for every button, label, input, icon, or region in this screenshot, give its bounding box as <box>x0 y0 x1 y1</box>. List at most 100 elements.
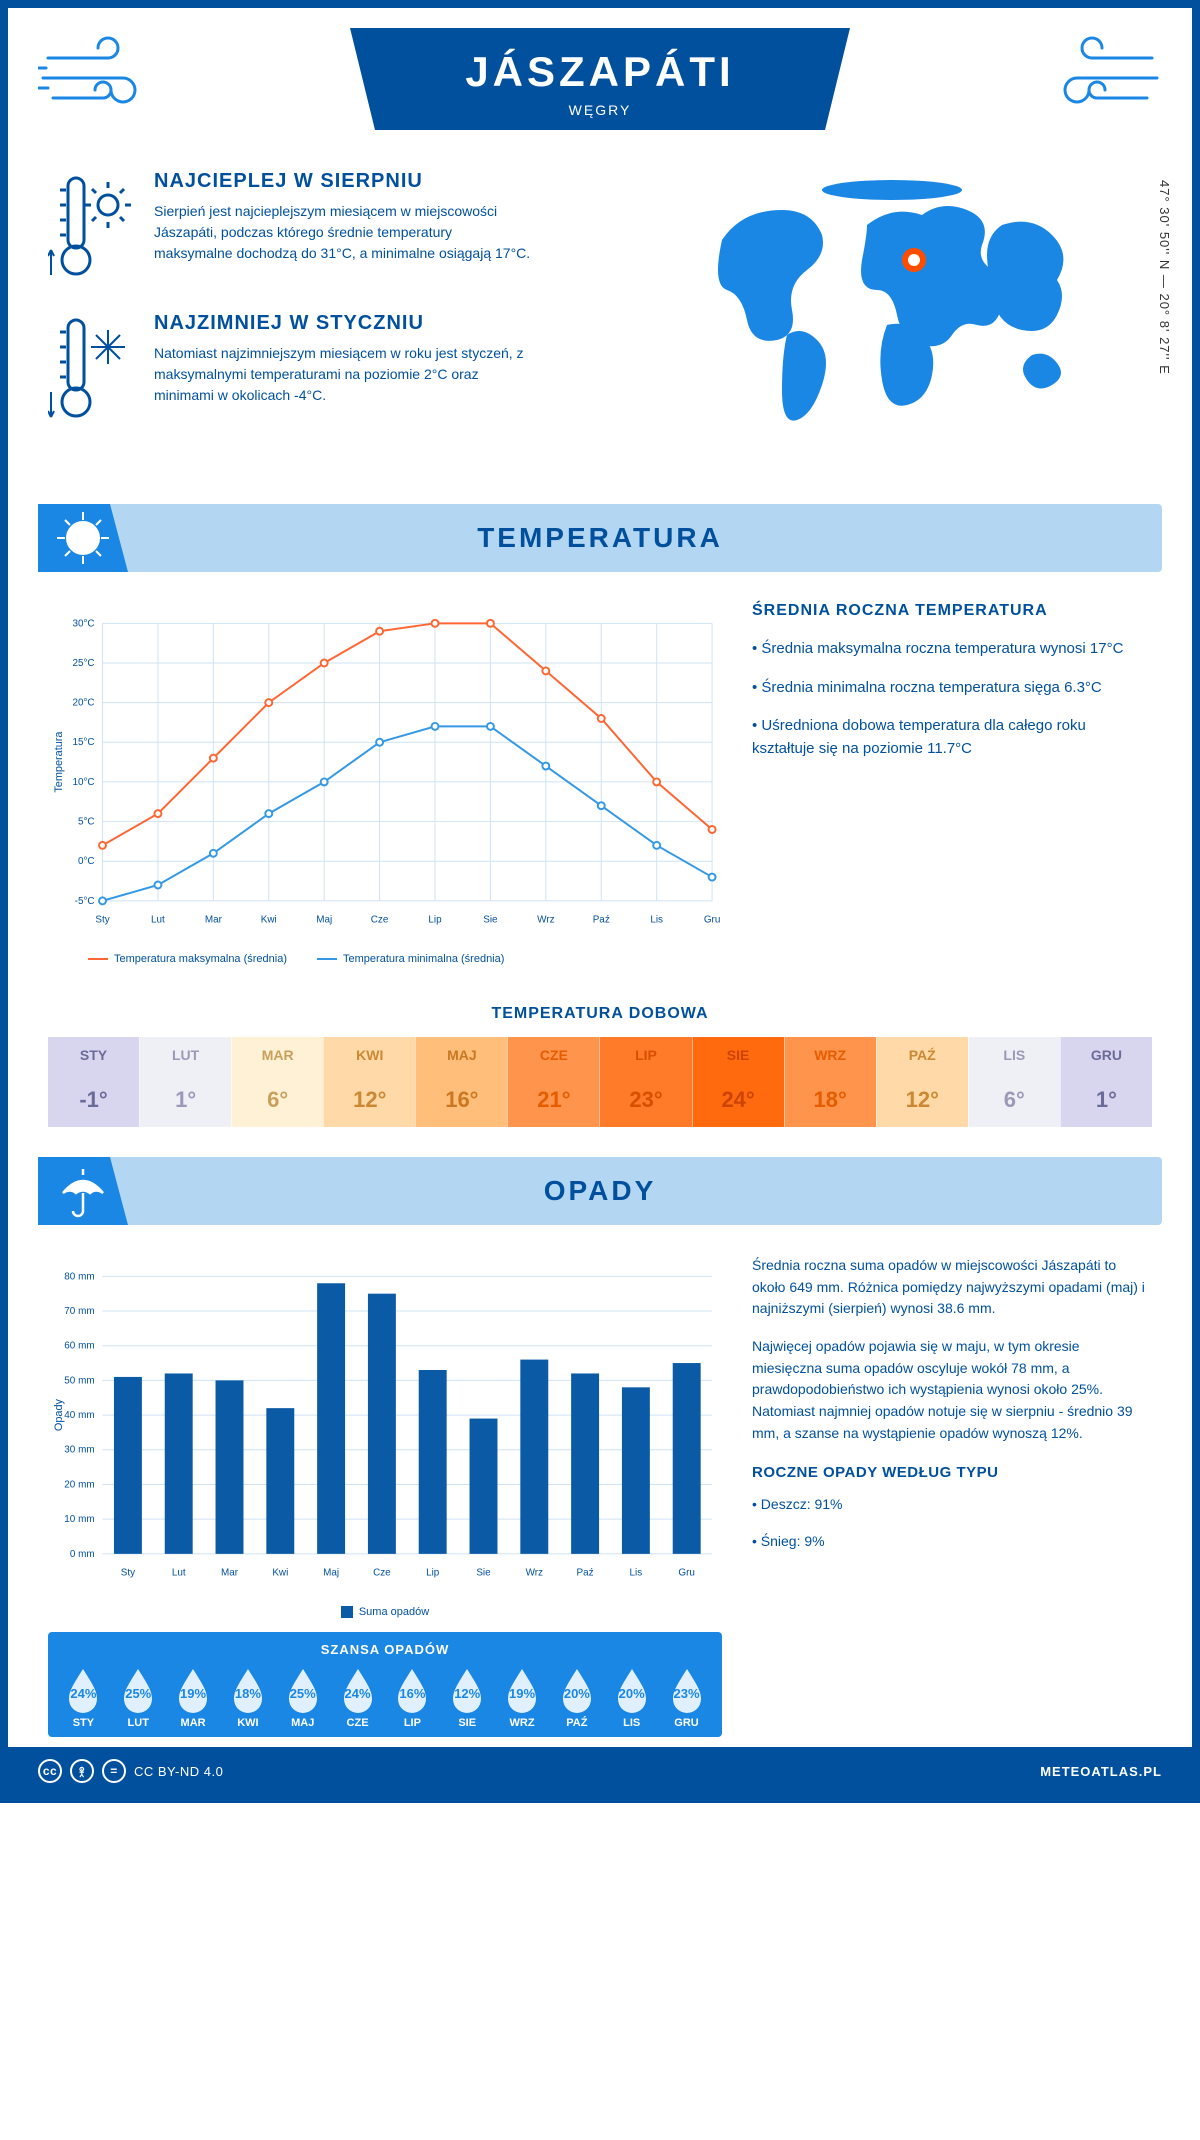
chance-value: 19% <box>180 1686 206 1701</box>
svg-text:Opady: Opady <box>53 1398 65 1431</box>
chance-value: 16% <box>399 1686 425 1701</box>
daily-month: MAR <box>232 1037 323 1073</box>
daily-value: 23° <box>600 1073 691 1127</box>
svg-text:Cze: Cze <box>371 915 389 926</box>
temperature-body: -5°C0°C5°C10°C15°C20°C25°C30°CStyLutMarK… <box>8 572 1192 985</box>
daily-value: 6° <box>969 1073 1060 1127</box>
chance-month: CZE <box>330 1717 385 1729</box>
chance-value: 24% <box>345 1686 371 1701</box>
chance-cell: 25% MAJ <box>275 1665 330 1729</box>
annual-temp-title: ŚREDNIA ROCZNA TEMPERATURA <box>752 602 1152 620</box>
svg-text:0°C: 0°C <box>78 856 95 867</box>
svg-text:40 mm: 40 mm <box>64 1410 94 1421</box>
chance-month: MAJ <box>275 1717 330 1729</box>
annual-precip-title: ROCZNE OPADY WEDŁUG TYPU <box>752 1461 1152 1484</box>
hottest-block: NAJCIEPLEJ W SIERPNIU Sierpień jest najc… <box>48 170 662 290</box>
svg-text:25°C: 25°C <box>72 658 94 669</box>
droplet-icon: 24% <box>63 1665 103 1713</box>
city-name: JÁSZAPÁTI <box>430 48 770 96</box>
svg-text:Sty: Sty <box>95 915 109 926</box>
snow-pct: • Śnieg: 9% <box>752 1531 1152 1553</box>
title-banner: JÁSZAPÁTI WĘGRY <box>350 28 850 130</box>
precip-title: OPADY <box>544 1175 657 1206</box>
daily-cell: MAJ 16° <box>415 1037 507 1127</box>
svg-text:Kwi: Kwi <box>261 915 277 926</box>
svg-text:Maj: Maj <box>316 915 332 926</box>
legend-min: Temperatura minimalna (średnia) <box>343 953 504 965</box>
svg-text:50 mm: 50 mm <box>64 1375 94 1386</box>
svg-text:Wrz: Wrz <box>526 1568 543 1579</box>
svg-text:Lis: Lis <box>650 915 663 926</box>
daily-cell: CZE 21° <box>507 1037 599 1127</box>
daily-value: 1° <box>140 1073 231 1127</box>
daily-value: 1° <box>1061 1073 1152 1127</box>
by-icon: 𖨆 <box>70 1759 94 1783</box>
world-map-icon <box>692 170 1112 430</box>
wind-icon-right <box>1022 28 1162 128</box>
daily-temp-title: TEMPERATURA DOBOWA <box>8 1005 1192 1023</box>
precip-body: 0 mm10 mm20 mm30 mm40 mm50 mm60 mm70 mm8… <box>8 1225 1192 1747</box>
svg-text:Mar: Mar <box>205 915 223 926</box>
header: JÁSZAPÁTI WĘGRY <box>8 8 1192 160</box>
svg-text:Gru: Gru <box>704 915 721 926</box>
daily-month: STY <box>48 1037 139 1073</box>
daily-value: 12° <box>877 1073 968 1127</box>
chance-cell: 12% SIE <box>440 1665 495 1729</box>
coldest-text: NAJZIMNIEJ W STYCZNIU Natomiast najzimni… <box>154 312 534 432</box>
daily-month: WRZ <box>785 1037 876 1073</box>
precip-p2: Najwięcej opadów pojawia się w maju, w t… <box>752 1336 1152 1444</box>
chance-month: GRU <box>659 1717 714 1729</box>
coordinates: 47° 30' 50'' N — 20° 8' 27'' E <box>1157 180 1172 375</box>
chance-cell: 19% MAR <box>166 1665 221 1729</box>
chance-value: 18% <box>235 1686 261 1701</box>
footer: cc 𖨆 = CC BY-ND 4.0 METEOATLAS.PL <box>8 1747 1192 1795</box>
chance-month: LIP <box>385 1717 440 1729</box>
svg-text:Sie: Sie <box>476 1568 491 1579</box>
droplet-icon: 20% <box>557 1665 597 1713</box>
country-name: WĘGRY <box>430 102 770 118</box>
chance-value: 12% <box>454 1686 480 1701</box>
temp-legend: Temperatura maksymalna (średnia) Tempera… <box>48 947 722 965</box>
precip-chart: 0 mm10 mm20 mm30 mm40 mm50 mm60 mm70 mm8… <box>48 1255 722 1595</box>
svg-text:15°C: 15°C <box>72 737 94 748</box>
svg-text:Lip: Lip <box>428 915 442 926</box>
intro-left: NAJCIEPLEJ W SIERPNIU Sierpień jest najc… <box>48 170 662 454</box>
droplet-icon: 18% <box>228 1665 268 1713</box>
annual-bullet-2: • Uśredniona dobowa temperatura dla całe… <box>752 715 1152 760</box>
annual-bullet-1: • Średnia minimalna roczna temperatura s… <box>752 677 1152 700</box>
chance-cell: 16% LIP <box>385 1665 440 1729</box>
svg-text:Cze: Cze <box>373 1568 391 1579</box>
daily-month: LIP <box>600 1037 691 1073</box>
license-text: CC BY-ND 4.0 <box>134 1764 223 1779</box>
chance-month: LUT <box>111 1717 166 1729</box>
droplet-icon: 25% <box>283 1665 323 1713</box>
cc-icon: cc <box>38 1759 62 1783</box>
svg-text:30°C: 30°C <box>72 618 94 629</box>
chance-month: PAŹ <box>549 1717 604 1729</box>
daily-month: LUT <box>140 1037 231 1073</box>
chance-month: LIS <box>604 1717 659 1729</box>
daily-cell: PAŹ 12° <box>876 1037 968 1127</box>
chance-month: SIE <box>440 1717 495 1729</box>
svg-text:5°C: 5°C <box>78 817 95 828</box>
daily-value: 18° <box>785 1073 876 1127</box>
droplet-icon: 20% <box>612 1665 652 1713</box>
daily-month: SIE <box>693 1037 784 1073</box>
daily-value: 16° <box>416 1073 507 1127</box>
daily-value: -1° <box>48 1073 139 1127</box>
rain-pct: • Deszcz: 91% <box>752 1494 1152 1516</box>
chance-value: 20% <box>564 1686 590 1701</box>
daily-value: 21° <box>508 1073 599 1127</box>
svg-text:Lut: Lut <box>172 1568 186 1579</box>
precip-left: 0 mm10 mm20 mm30 mm40 mm50 mm60 mm70 mm8… <box>48 1255 722 1737</box>
chance-row: 24% STY 25% LUT 19% MAR 18% KWI <box>56 1665 714 1729</box>
precip-header: OPADY <box>38 1157 1162 1225</box>
svg-text:30 mm: 30 mm <box>64 1445 94 1456</box>
daily-cell: KWI 12° <box>323 1037 415 1127</box>
wind-icon-left <box>38 28 178 128</box>
temperature-title: TEMPERATURA <box>477 522 723 553</box>
precip-side: Średnia roczna suma opadów w miejscowośc… <box>752 1255 1152 1737</box>
chance-month: KWI <box>220 1717 275 1729</box>
svg-text:10°C: 10°C <box>72 777 94 788</box>
svg-text:70 mm: 70 mm <box>64 1306 94 1317</box>
